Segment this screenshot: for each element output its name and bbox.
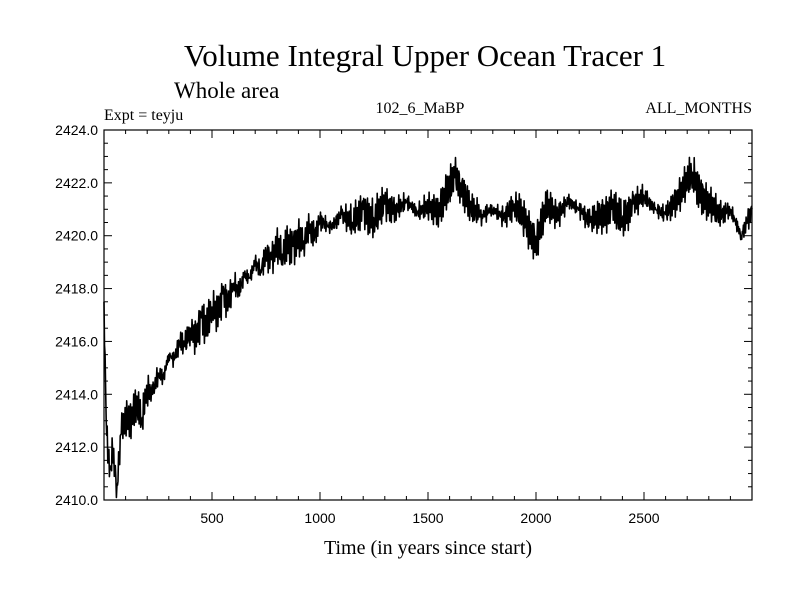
x-tick-label: 2500	[628, 510, 659, 526]
chart-title: Volume Integral Upper Ocean Tracer 1	[184, 38, 666, 73]
x-tick-label: 2000	[520, 510, 551, 526]
y-tick-label: 2418.0	[55, 281, 98, 297]
x-tick-label: 1000	[304, 510, 335, 526]
run-label: 102_6_MaBP	[376, 100, 465, 117]
y-tick-label: 2424.0	[55, 122, 98, 138]
x-tick-label: 500	[200, 510, 224, 526]
expt-label: Expt = teyju	[104, 107, 183, 124]
plot-area: 2410.0 2412.0 2414.0 2416.0 2418.0 2420.0 2422…	[55, 122, 753, 526]
x-tick-label: 1500	[412, 510, 443, 526]
y-tick-label: 2414.0	[55, 386, 98, 402]
y-tick-label: 2416.0	[55, 333, 98, 349]
y-tick-label: 2410.0	[55, 492, 98, 508]
y-tick-label: 2420.0	[55, 228, 98, 244]
y-tick-label: 2412.0	[55, 439, 98, 455]
y-tick-label: 2422.0	[55, 175, 98, 191]
months-label: ALL_MONTHS	[645, 100, 752, 117]
series-line	[103, 156, 753, 499]
x-axis-label: Time (in years since start)	[324, 537, 532, 559]
chart-subtitle: Whole area	[174, 78, 279, 103]
